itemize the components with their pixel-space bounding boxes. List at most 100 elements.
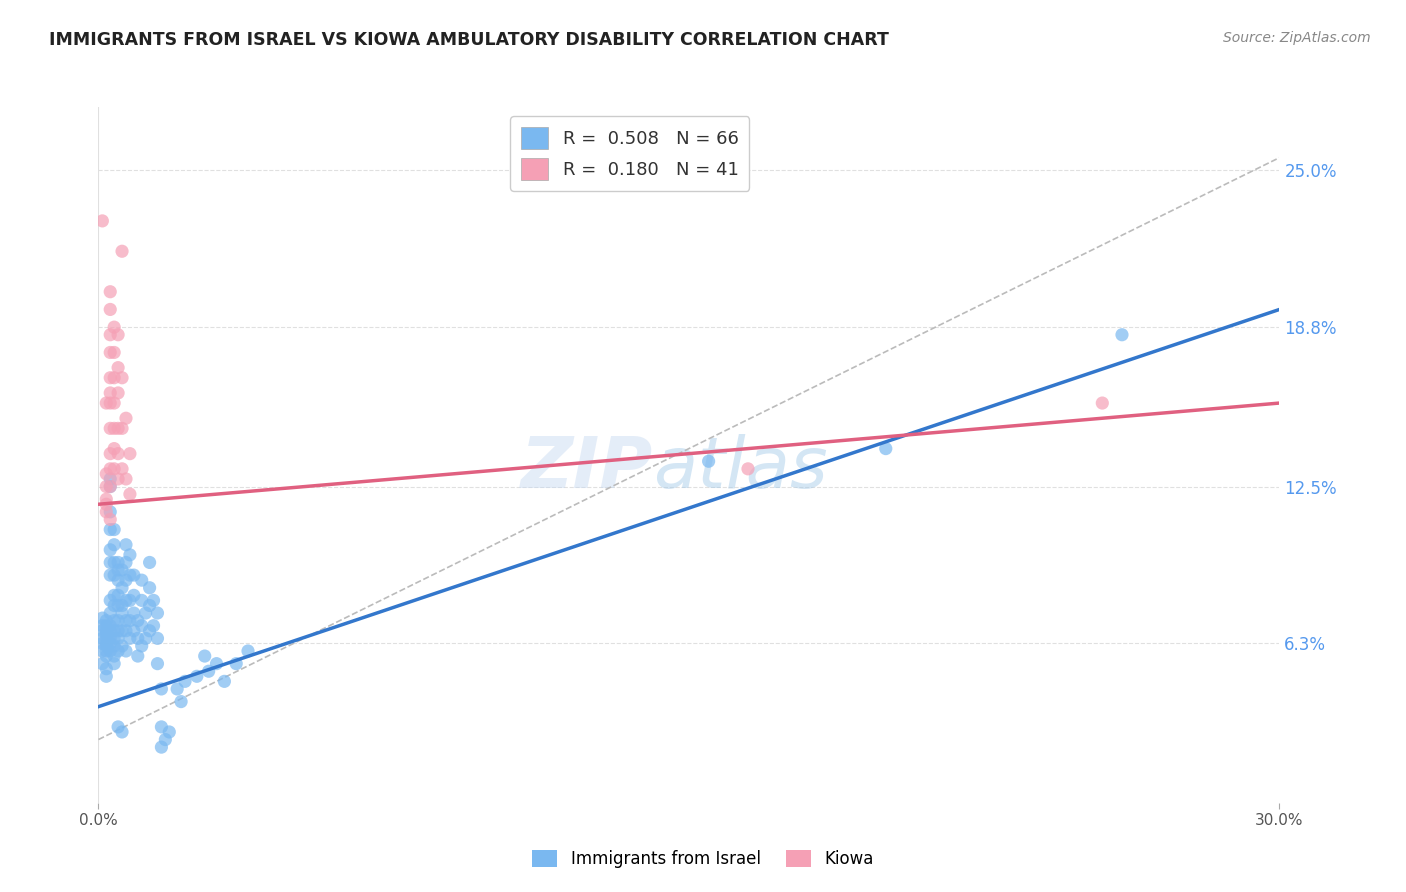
- Point: [115, 472, 138, 486]
- Point: [98, 345, 121, 359]
- Point: [115, 538, 138, 552]
- Point: [98, 302, 121, 317]
- Point: [138, 581, 160, 595]
- Point: [118, 632, 141, 646]
- Point: [1111, 327, 1133, 342]
- Point: [96, 639, 118, 653]
- Point: [1091, 396, 1114, 410]
- Point: [107, 563, 129, 577]
- Point: [122, 624, 145, 638]
- Point: [91, 624, 114, 638]
- Point: [98, 505, 121, 519]
- Point: [122, 588, 145, 602]
- Text: atlas: atlas: [654, 434, 828, 503]
- Point: [98, 479, 121, 493]
- Point: [150, 740, 173, 755]
- Point: [111, 370, 134, 384]
- Point: [127, 648, 149, 663]
- Point: [107, 599, 129, 613]
- Point: [236, 644, 259, 658]
- Point: [138, 624, 160, 638]
- Point: [96, 614, 118, 628]
- Point: [146, 657, 169, 671]
- Point: [107, 327, 129, 342]
- Point: [194, 648, 217, 663]
- Point: [103, 639, 125, 653]
- Point: [98, 386, 121, 401]
- Point: [96, 648, 118, 663]
- Point: [98, 624, 121, 638]
- Text: Source: ZipAtlas.com: Source: ZipAtlas.com: [1223, 31, 1371, 45]
- Point: [135, 606, 157, 620]
- Point: [103, 523, 125, 537]
- Point: [98, 462, 121, 476]
- Point: [103, 588, 125, 602]
- Point: [91, 632, 114, 646]
- Point: [115, 593, 138, 607]
- Point: [98, 396, 121, 410]
- Point: [107, 720, 129, 734]
- Point: [91, 618, 114, 632]
- Point: [214, 674, 236, 689]
- Point: [142, 618, 165, 632]
- Point: [98, 568, 121, 582]
- Point: [91, 657, 114, 671]
- Point: [98, 606, 121, 620]
- Point: [96, 492, 118, 507]
- Point: [103, 568, 125, 582]
- Point: [107, 556, 129, 570]
- Point: [96, 636, 118, 650]
- Point: [103, 614, 125, 628]
- Point: [115, 614, 138, 628]
- Point: [127, 614, 149, 628]
- Point: [98, 632, 121, 646]
- Legend: Immigrants from Israel, Kiowa: Immigrants from Israel, Kiowa: [526, 843, 880, 875]
- Point: [96, 644, 118, 658]
- Point: [146, 632, 169, 646]
- Point: [103, 624, 125, 638]
- Point: [118, 614, 141, 628]
- Point: [115, 644, 138, 658]
- Point: [166, 681, 188, 696]
- Point: [96, 618, 118, 632]
- Point: [118, 487, 141, 501]
- Point: [174, 674, 197, 689]
- Point: [91, 611, 114, 625]
- Point: [138, 556, 160, 570]
- Point: [186, 669, 208, 683]
- Point: [103, 320, 125, 334]
- Point: [131, 573, 153, 587]
- Point: [111, 599, 134, 613]
- Point: [118, 447, 141, 461]
- Text: ZIP: ZIP: [522, 434, 654, 503]
- Point: [197, 665, 219, 679]
- Point: [91, 214, 114, 228]
- Point: [103, 648, 125, 663]
- Point: [118, 593, 141, 607]
- Point: [107, 386, 129, 401]
- Point: [170, 695, 193, 709]
- Point: [131, 618, 153, 632]
- Point: [98, 447, 121, 461]
- Point: [107, 360, 129, 375]
- Point: [103, 442, 125, 456]
- Point: [103, 556, 125, 570]
- Point: [98, 285, 121, 299]
- Point: [111, 563, 134, 577]
- Point: [98, 636, 121, 650]
- Point: [98, 593, 121, 607]
- Point: [131, 593, 153, 607]
- Point: [111, 462, 134, 476]
- Point: [737, 462, 759, 476]
- Point: [96, 396, 118, 410]
- Point: [875, 442, 897, 456]
- Point: [157, 725, 180, 739]
- Point: [98, 472, 121, 486]
- Point: [103, 599, 125, 613]
- Point: [127, 632, 149, 646]
- Point: [103, 657, 125, 671]
- Point: [96, 467, 118, 481]
- Point: [98, 556, 121, 570]
- Point: [122, 606, 145, 620]
- Point: [103, 370, 125, 384]
